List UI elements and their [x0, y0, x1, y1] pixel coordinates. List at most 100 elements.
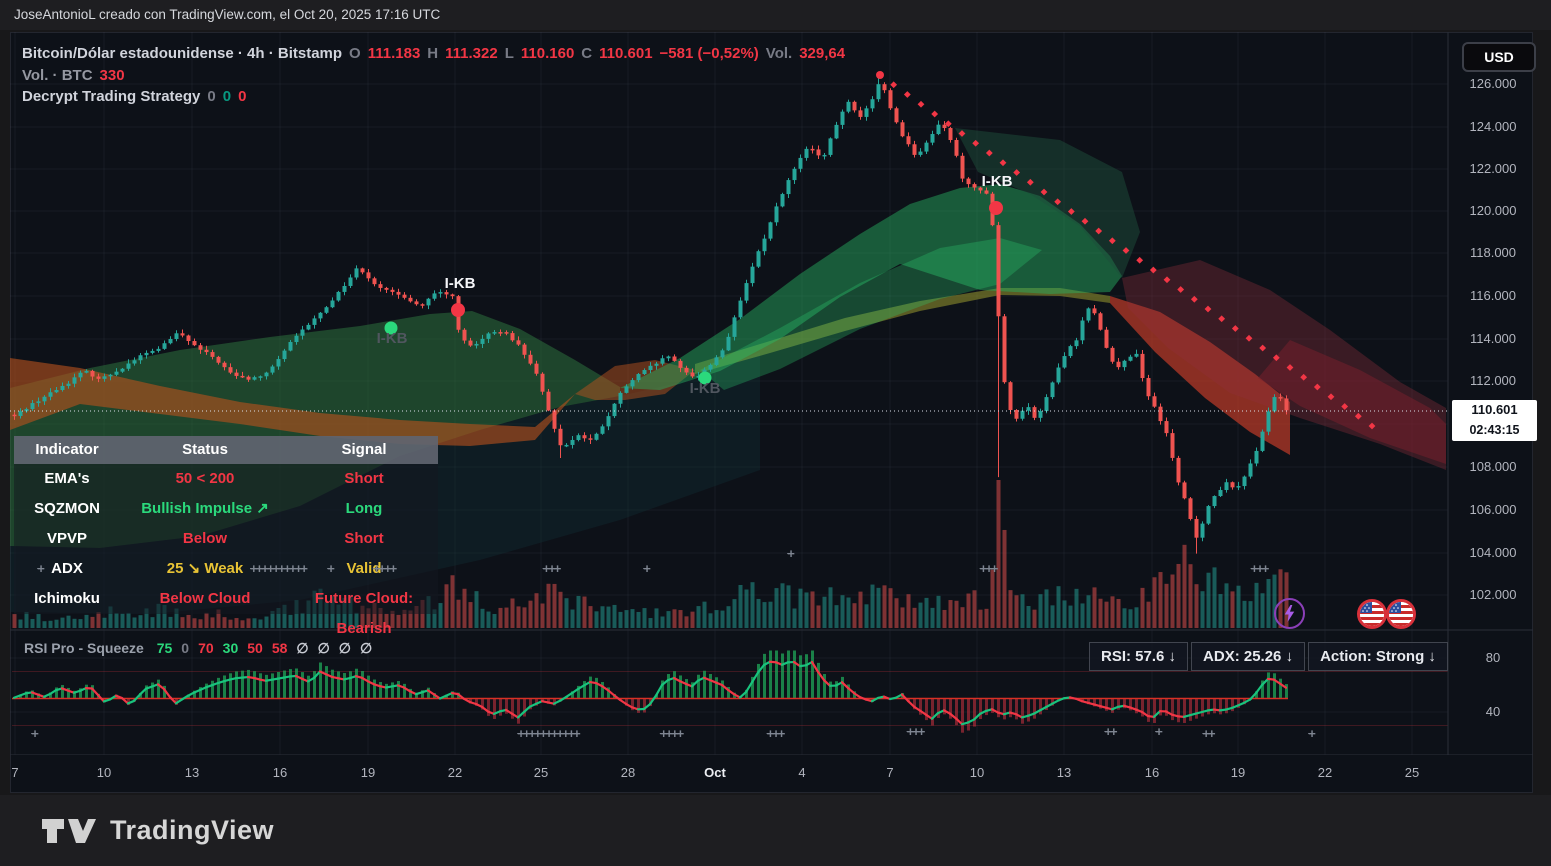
- indicator-table-body: EMA's 50 < 200 Short SQZMON Bullish Impulse …: [14, 464, 438, 637]
- indicator-name: SQZMON: [34, 500, 100, 517]
- status-box: ADX: 25.26 ↓: [1191, 642, 1306, 671]
- indicator-signal: Future Cloud: Bearish: [314, 590, 414, 637]
- trade-tally-marker: ++++: [372, 561, 397, 576]
- price-tick-label: 114.000: [1469, 331, 1517, 346]
- kumo-top-dark: [955, 128, 1140, 278]
- trade-tally-marker: +: [37, 561, 44, 576]
- indicator-name: EMA's: [44, 470, 90, 487]
- time-tick-label: 10: [96, 765, 112, 780]
- time-tick-label: 10: [969, 765, 985, 780]
- time-tick-label: 16: [272, 765, 288, 780]
- rsi-param: 30: [222, 640, 239, 656]
- ikb-dot: [698, 371, 712, 385]
- indicator-signal: Short: [344, 470, 384, 487]
- lightning-icon: [1284, 605, 1295, 622]
- legend-segment: Vol. · BTC: [22, 67, 93, 84]
- boost-lightning-button[interactable]: [1274, 598, 1305, 629]
- indicator-row-adx: ADX 25 ↘ Weak Valid: [14, 554, 438, 584]
- trade-tally-marker: +++: [766, 726, 786, 741]
- price-tick-label: 106.000: [1469, 502, 1517, 517]
- footer-bar: TradingView: [0, 795, 1551, 866]
- indicator-row-ichimoku: Ichimoku Below Cloud Future Cloud: Bearish: [14, 584, 438, 637]
- trade-tally-marker: +++: [1250, 561, 1270, 576]
- indicator-status: Below Cloud: [159, 590, 251, 607]
- indicator-signal: Long: [345, 500, 383, 517]
- indicator-row-vpvp: VPVP Below Short: [14, 524, 438, 554]
- rsi-pane-legend: RSI Pro - Squeeze 75 0 70 30 50 58 ∅ ∅ ∅ ∅: [24, 640, 381, 657]
- last-price-label: 110.601 02:43:15: [1452, 400, 1537, 441]
- legend-segment: O: [349, 45, 361, 62]
- ikb-dot: [451, 303, 465, 317]
- rsi-param: 0: [181, 640, 190, 656]
- price-tick-label: 116.000: [1469, 288, 1517, 303]
- time-tick-label: 4: [798, 765, 806, 780]
- legend-segment: 110.160: [520, 45, 575, 62]
- trade-tally-marker: +++: [906, 724, 926, 739]
- legend-segment: 0: [238, 88, 247, 105]
- band-mid-orange: [575, 360, 695, 400]
- currency-toggle-button[interactable]: USD: [1462, 42, 1536, 72]
- time-tick-label: 19: [1230, 765, 1246, 780]
- time-tick-label: 28: [620, 765, 636, 780]
- price-tick-label: 126.000: [1469, 76, 1517, 91]
- ikb-dot: [384, 321, 398, 335]
- price-tick-label: 80: [1485, 650, 1501, 665]
- legend-segment: C: [581, 45, 593, 62]
- band-right-red: [1110, 296, 1290, 455]
- tradingview-logo-icon[interactable]: [40, 813, 98, 849]
- trade-tally-marker: +++++++++++: [517, 726, 581, 741]
- price-tick-label: 102.000: [1469, 587, 1517, 602]
- table-header-cell: Signal: [341, 441, 387, 458]
- ikb-label: I-KB: [689, 380, 721, 397]
- signal-status-bar: RSI: 57.6 ↓ ADX: 25.26 ↓ Action: Strong ↓: [1089, 642, 1448, 671]
- price-tick-label: 40: [1485, 704, 1501, 719]
- us-flag-icon-1[interactable]: [1357, 599, 1387, 629]
- ikb-label: I-KB: [376, 330, 408, 347]
- candle-countdown: 02:43:15: [1469, 423, 1520, 437]
- rsi-param: ∅: [360, 640, 373, 656]
- legend-segment: 330: [99, 67, 125, 84]
- time-tick-label: 22: [1317, 765, 1333, 780]
- indicator-name: ADX: [51, 560, 83, 577]
- band-right-yellow: [695, 288, 1110, 374]
- legend-segment: Vol.: [765, 45, 793, 62]
- legend-segment: Decrypt Trading Strategy: [22, 88, 201, 105]
- attribution-text: JoseAntonioL creado con TradingView.com,…: [14, 7, 441, 22]
- indicator-name: Ichimoku: [34, 590, 100, 607]
- time-tick-label: 25: [1404, 765, 1420, 780]
- rsi-param: ∅: [296, 640, 309, 656]
- price-tick-label: 112.000: [1469, 373, 1517, 388]
- indicator-status: Bullish Impulse ↗: [141, 500, 269, 517]
- tradingview-logo-text[interactable]: TradingView: [110, 815, 275, 845]
- legend-segment: H: [427, 45, 439, 62]
- trade-tally-marker: +: [31, 726, 38, 741]
- time-tick-label: 13: [184, 765, 200, 780]
- band-left-orange: [10, 358, 575, 446]
- trade-tally-marker: ++++: [659, 726, 684, 741]
- legend-segment: −581 (−0,52%): [659, 45, 759, 62]
- rsi-param: 70: [198, 640, 214, 656]
- rsi-param: 75: [156, 640, 173, 656]
- trade-tally-marker: +: [643, 561, 650, 576]
- indicator-name: VPVP: [46, 530, 88, 547]
- status-box: RSI: 57.6 ↓: [1089, 642, 1189, 671]
- rsi-param: ∅: [338, 640, 351, 656]
- trade-tally-marker: +++: [542, 561, 562, 576]
- symbol-legend: Bitcoin/Dólar estadounidense · 4h · Bits…: [22, 45, 852, 62]
- legend-segment: 329,64: [799, 45, 846, 62]
- ikb-dot: [989, 201, 1003, 215]
- rsi-param: 50: [247, 640, 263, 656]
- trade-tally-marker: +: [787, 546, 794, 561]
- indicator-row-emas: EMA's 50 < 200 Short: [14, 464, 438, 494]
- price-tick-label: 122.000: [1469, 161, 1517, 176]
- time-tick-label: 7: [886, 765, 894, 780]
- trade-tally-marker: ++++++++++: [250, 561, 308, 576]
- us-flag-icon-2[interactable]: [1386, 599, 1416, 629]
- price-tick-label: 118.000: [1469, 245, 1517, 260]
- last-price-value: 110.601: [1471, 402, 1518, 417]
- table-header-cell: Indicator: [35, 441, 99, 458]
- time-tick-label: 7: [11, 765, 19, 780]
- trade-tally-marker: +: [1308, 726, 1315, 741]
- trade-tally-marker: ++: [1202, 726, 1215, 741]
